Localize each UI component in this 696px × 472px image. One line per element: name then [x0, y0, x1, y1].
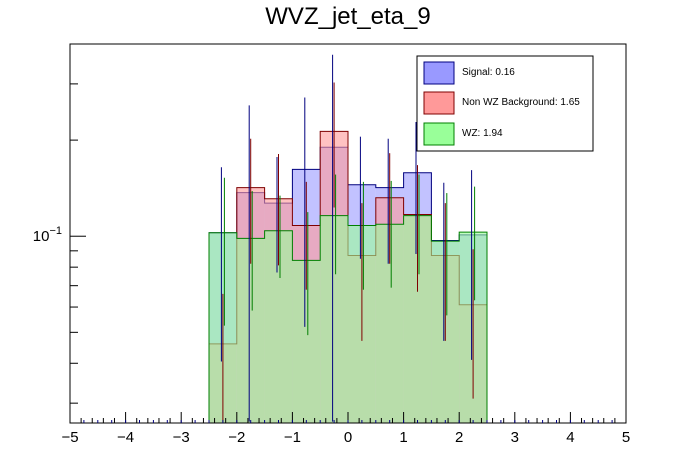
bar-wz-1	[236, 238, 265, 423]
legend-swatch-non-wz-background	[423, 91, 455, 115]
x-tick-label-0: −5	[61, 429, 78, 446]
x-tick-label-8: 3	[511, 429, 519, 446]
axes-layer: −5 −4 −3 −2 −1 0 1 2 3 4 5 10−1	[33, 83, 630, 446]
x-tick-label-9: 4	[566, 429, 574, 446]
bar-wz-4	[320, 215, 348, 423]
y-tick-label-0: 10−1	[33, 225, 62, 245]
chart-title: WVZ_jet_eta_9	[265, 3, 430, 30]
x-tick-label-1: −4	[117, 429, 134, 446]
legend-swatch-wz	[423, 122, 455, 146]
legend-label-signal: Signal: 0.16	[462, 67, 515, 78]
x-tick-label-6: 1	[399, 429, 407, 446]
legend-swatch-signal	[423, 61, 455, 85]
legend-label-non-wz-background: Non WZ Background: 1.65	[462, 97, 580, 108]
x-tick-label-2: −3	[173, 429, 190, 446]
x-tick-label-3: −2	[228, 429, 245, 446]
x-tick-label-7: 2	[455, 429, 463, 446]
x-tick-label-10: 5	[622, 429, 630, 446]
legend-label-wz: WZ: 1.94	[462, 128, 503, 139]
x-tick-label-5: 0	[344, 429, 352, 446]
bars-layer	[208, 130, 488, 423]
x-tick-label-4: −1	[284, 429, 301, 446]
legend: Signal: 0.16 Non WZ Background: 1.65 WZ:…	[416, 55, 594, 152]
error-bars-layer	[220, 54, 476, 422]
